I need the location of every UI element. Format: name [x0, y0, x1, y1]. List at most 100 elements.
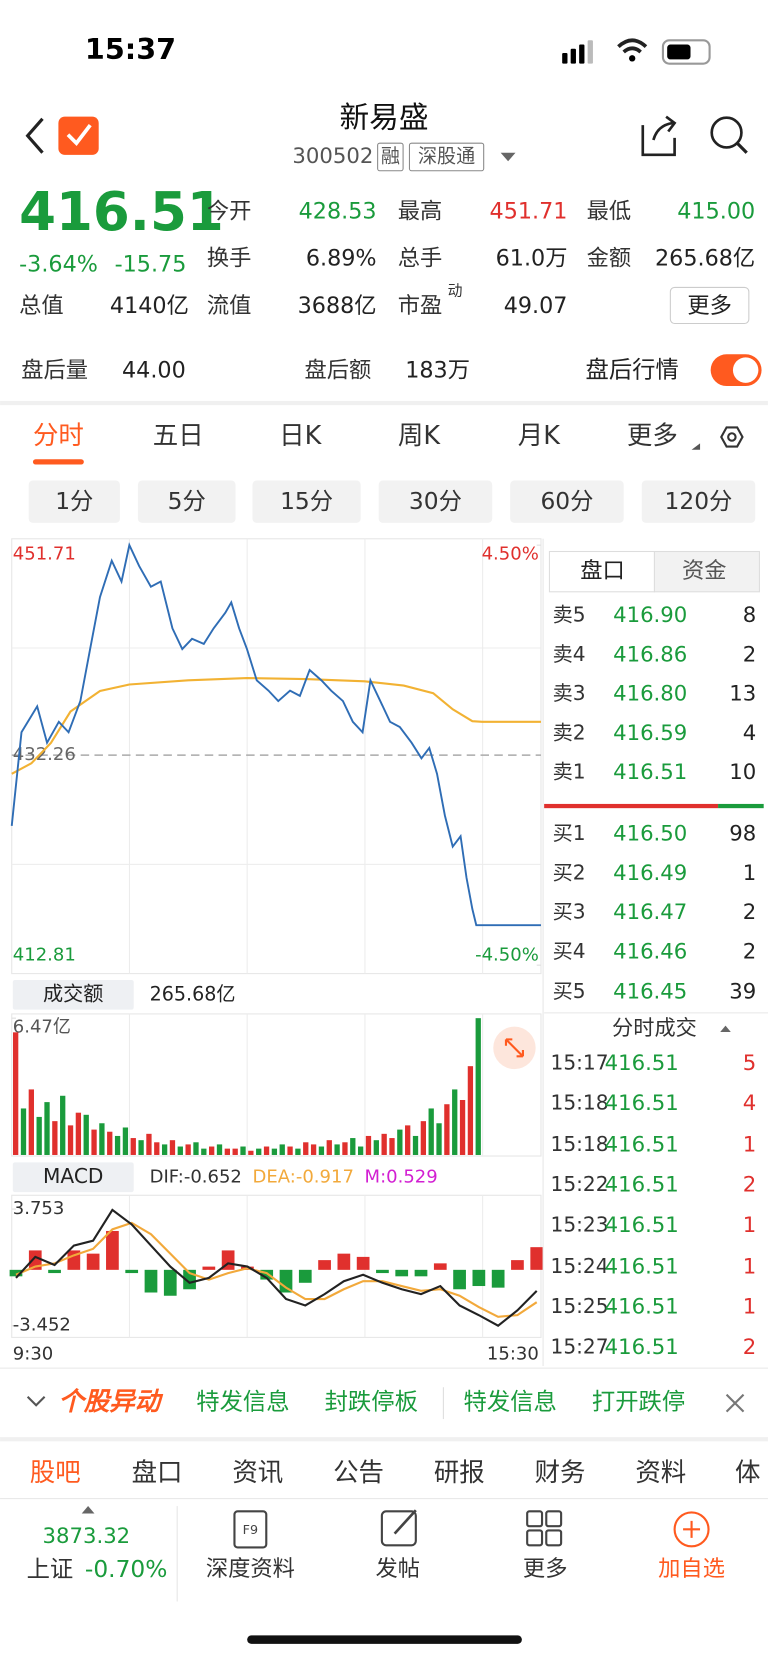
volume-tick-label: 6.47亿	[13, 1017, 71, 1038]
index-value: 3873.32	[42, 1524, 130, 1549]
change-percent: -3.64%	[19, 252, 98, 278]
macd-bar	[530, 1247, 544, 1270]
section-separator	[0, 400, 768, 406]
volume-bar	[138, 1140, 144, 1155]
footer-action[interactable]: 发帖	[376, 1556, 421, 1582]
status-time: 15:37	[85, 32, 176, 66]
order-price: 416.49	[613, 861, 687, 886]
back-button[interactable]	[25, 117, 44, 154]
macd-bar	[511, 1260, 524, 1270]
chart-tab[interactable]: 周K	[398, 421, 441, 451]
content-tab[interactable]: 财务	[535, 1458, 586, 1488]
macd-bar	[356, 1256, 370, 1270]
stock-name: 新易盛	[339, 100, 428, 135]
chart-tab[interactable]: 五日	[153, 421, 204, 451]
volume-bar	[365, 1135, 372, 1155]
order-level: 卖4	[553, 642, 586, 666]
average-line	[11, 676, 541, 775]
content-tab[interactable]: 资讯	[232, 1458, 283, 1488]
footer-action[interactable]: 加自选	[658, 1556, 725, 1582]
field-label: 最高	[398, 199, 443, 225]
order-volume: 39	[729, 980, 756, 1005]
order-price: 416.51	[613, 760, 687, 785]
content-tab[interactable]: 资料	[635, 1458, 686, 1488]
volume-bar	[13, 1032, 19, 1155]
y-tick-label: 451.71	[13, 544, 76, 565]
content-tab[interactable]: 股吧	[30, 1458, 81, 1488]
share-button[interactable]	[641, 115, 677, 157]
price-frame	[11, 538, 542, 975]
close-button[interactable]	[725, 1393, 745, 1413]
x-axis-label: 15:30	[487, 1343, 539, 1364]
volume-bar	[405, 1125, 411, 1155]
volume-bar	[459, 1099, 466, 1155]
interval-button[interactable]	[510, 480, 624, 523]
order-price: 416.46	[613, 939, 687, 964]
home-indicator	[247, 1635, 522, 1644]
alert-item[interactable]: 封跌停板	[325, 1388, 418, 1416]
more-icon	[545, 1529, 563, 1547]
trade-time: 15:18	[551, 1132, 609, 1156]
trade-time: 15:27	[551, 1335, 609, 1359]
order-level: 买5	[553, 979, 586, 1003]
chart-tab[interactable]: 月K	[518, 421, 561, 451]
footer-action[interactable]: 深度资料	[206, 1556, 295, 1582]
order-level: 买3	[553, 900, 586, 924]
y-tick-label: 432.26	[13, 744, 76, 765]
interval-button[interactable]	[28, 480, 120, 523]
field-value: 3688亿	[298, 293, 377, 319]
macd-bar	[48, 1269, 61, 1274]
content-tab[interactable]: 公告	[333, 1458, 384, 1488]
volume-bar	[342, 1142, 348, 1155]
chart-tab[interactable]: 分时	[33, 421, 84, 451]
chart-tab[interactable]: 日K	[279, 421, 322, 451]
field-label: 金额	[587, 245, 632, 271]
order-level: 卖3	[553, 681, 586, 705]
order-price: 416.80	[613, 682, 687, 707]
volume-bar	[444, 1104, 450, 1155]
alert-item[interactable]: 打开跌停	[592, 1388, 685, 1416]
interval-button[interactable]	[378, 480, 493, 523]
volume-bar	[467, 1066, 474, 1155]
search-button[interactable]	[710, 116, 743, 149]
macd-indicator: M:0.529	[365, 1166, 438, 1187]
interval-label: 5分	[168, 487, 206, 515]
macd-bar	[86, 1253, 100, 1270]
add-icon	[673, 1511, 710, 1548]
volume-bar	[44, 1102, 50, 1155]
macd-tick-label: -3.452	[13, 1315, 71, 1336]
more-button[interactable]	[669, 286, 750, 325]
volume-title: 成交额	[43, 981, 103, 1005]
field-label: 今开	[207, 199, 252, 225]
change-amount: -15.75	[115, 252, 187, 278]
content-tab[interactable]: 研报	[434, 1458, 485, 1488]
volume-bar	[279, 1144, 285, 1155]
volume-bar	[475, 1018, 481, 1155]
volume-bar	[107, 1131, 113, 1155]
y2-tick-label: 4.50%	[482, 544, 539, 565]
volume-bar	[295, 1148, 301, 1155]
settings-button[interactable]	[720, 426, 744, 448]
chart-tab[interactable]: 更多	[627, 421, 678, 451]
volume-bar	[232, 1148, 238, 1155]
trade-volume: 1	[743, 1213, 757, 1238]
macd-bar	[376, 1269, 389, 1274]
content-tab[interactable]: 盘口	[132, 1458, 183, 1488]
panel-tab[interactable]	[548, 550, 655, 593]
trade-volume: 5	[743, 1051, 757, 1076]
field-label: 最低	[587, 199, 632, 225]
alert-item[interactable]: 特发信息	[196, 1388, 289, 1416]
interval-button[interactable]	[641, 480, 756, 523]
more-arrow	[691, 443, 701, 450]
tag-box	[377, 142, 404, 172]
content-tab[interactable]: 体	[735, 1458, 760, 1488]
panel-tab[interactable]	[653, 550, 760, 593]
interval-button[interactable]	[137, 480, 236, 523]
volume-bar	[287, 1146, 293, 1155]
interval-button[interactable]	[252, 480, 361, 523]
collapse-icon	[26, 1396, 46, 1407]
footer-action[interactable]: 更多	[523, 1556, 568, 1582]
volume-bar	[428, 1108, 434, 1155]
alert-item[interactable]: 特发信息	[464, 1388, 557, 1416]
